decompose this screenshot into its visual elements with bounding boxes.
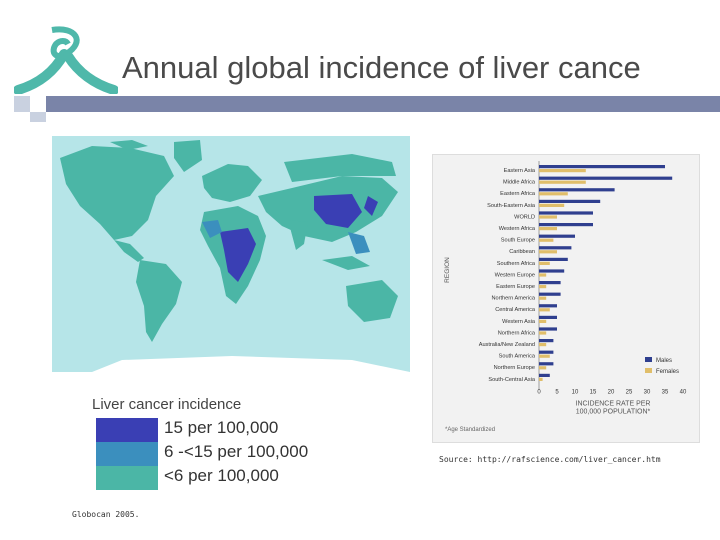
legend-label-mid: 6 -<15 per 100,000 [164, 442, 309, 461]
category-label: Caribbean [509, 249, 535, 255]
legend-swatch-high [96, 418, 158, 442]
bar-females [539, 285, 547, 289]
category-label: Eastern Asia [504, 168, 536, 174]
bar-females [539, 354, 550, 358]
bar-females [539, 215, 557, 219]
category-label: Southern Africa [497, 261, 536, 267]
category-label: WORLD [514, 214, 535, 220]
x-tick-label: 20 [608, 389, 615, 395]
bar-females [539, 366, 547, 370]
bar-females [539, 273, 547, 277]
bar-males [539, 234, 575, 238]
x-tick-label: 10 [572, 389, 579, 395]
bar-females [539, 331, 547, 335]
bar-males [539, 188, 615, 192]
x-axis-label: INCIDENCE RATE PER [576, 400, 651, 407]
category-label: Eastern Africa [500, 191, 536, 197]
bar-females [539, 227, 557, 231]
legend-swatch-males [645, 357, 652, 362]
category-label: Northern America [491, 296, 535, 302]
category-label: Eastern Europe [496, 284, 535, 290]
category-label: South-Central Asia [488, 377, 536, 383]
bar-females [539, 319, 547, 323]
bar-males [539, 315, 557, 319]
bar-females [539, 238, 554, 242]
bar-males [539, 199, 601, 203]
citation-text: Globocan 2005. [72, 510, 140, 519]
bar-females [539, 261, 550, 265]
bar-females [539, 308, 550, 312]
bar-males [539, 246, 572, 250]
category-label: Western Asia [502, 319, 536, 325]
x-tick-label: 40 [680, 389, 687, 395]
x-tick-label: 5 [555, 389, 559, 395]
bar-males [539, 304, 557, 308]
logo-icon [14, 26, 118, 94]
legend-label-males: Males [656, 358, 672, 364]
bar-males [539, 165, 665, 169]
category-label: Western Europe [495, 272, 535, 278]
category-label: Western Africa [499, 226, 536, 232]
bar-females [539, 192, 568, 196]
world-map [52, 136, 410, 372]
bar-females [539, 250, 557, 254]
bar-males [539, 373, 550, 377]
category-label: Central America [495, 307, 536, 313]
y-axis-label: REGION [444, 257, 451, 283]
bar-females [539, 169, 586, 173]
bar-males [539, 257, 568, 261]
bar-males [539, 362, 554, 366]
source-text: Source: http://rafscience.com/liver_canc… [439, 455, 661, 464]
legend-swatch-females [645, 368, 652, 373]
x-tick-label: 30 [644, 389, 651, 395]
category-label: South-Eastern Asia [487, 203, 536, 209]
x-tick-label: 35 [662, 389, 669, 395]
x-tick-label: 0 [537, 389, 541, 395]
legend-swatch-mid [96, 442, 158, 466]
legend-label-low: <6 per 100,000 [164, 466, 279, 485]
bar-females [539, 296, 547, 300]
bar-females [539, 203, 565, 207]
bar-males [539, 281, 561, 285]
legend-label-females: Females [656, 369, 679, 375]
category-label: Northern Europe [494, 365, 535, 371]
category-label: Australia/New Zealand [479, 342, 535, 348]
bar-males [539, 211, 593, 215]
incidence-chart: Eastern Asia Middle Africa Eastern Africa S… [432, 154, 700, 443]
bar-males [539, 223, 593, 227]
category-label: Northern Africa [498, 330, 536, 336]
bar-males [539, 292, 561, 296]
category-label: Middle Africa [503, 180, 536, 186]
category-label: South America [499, 354, 536, 360]
bar-males [539, 327, 557, 331]
bar-females [539, 377, 543, 381]
legend-swatch-low [96, 466, 158, 490]
x-tick-label: 15 [590, 389, 597, 395]
legend-label-high: 15 per 100,000 [164, 418, 279, 437]
x-axis-label: 100,000 POPULATION* [576, 408, 651, 415]
x-tick-label: 25 [626, 389, 633, 395]
category-label: South Europe [501, 238, 535, 244]
slide-title: Annual global incidence of liver cance [122, 50, 641, 85]
bar-females [539, 180, 586, 184]
bar-males [539, 269, 565, 273]
title-divider [0, 96, 720, 122]
legend-title: Liver cancer incidence [92, 396, 242, 413]
bar-males [539, 350, 554, 354]
bar-males [539, 339, 554, 343]
bar-females [539, 343, 547, 347]
bar-males [539, 176, 673, 180]
chart-note: *Age Standardized [445, 427, 495, 433]
